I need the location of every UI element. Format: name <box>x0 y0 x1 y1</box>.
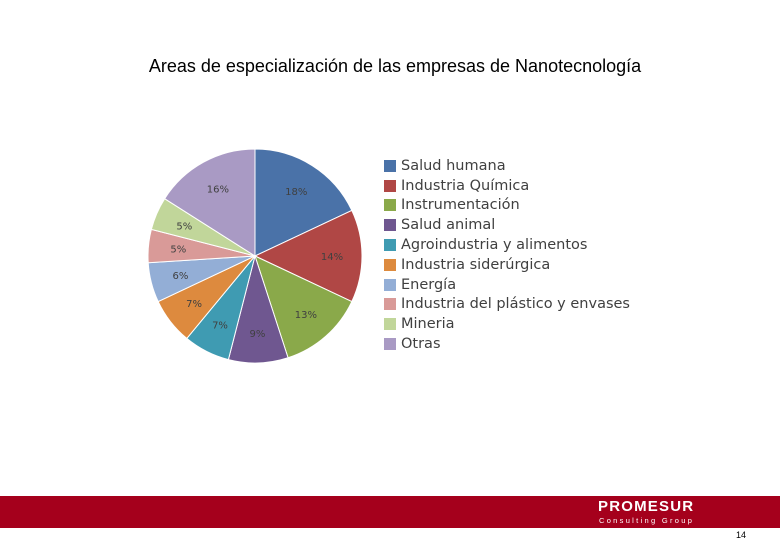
page-number: 14 <box>736 530 747 540</box>
legend-label: Instrumentación <box>401 197 520 214</box>
chart-title: Areas de especialización de las empresas… <box>148 56 642 76</box>
legend-swatch <box>384 338 396 351</box>
legend-item: Salud humana <box>384 156 630 176</box>
legend-item: Industria del plástico y envases <box>384 295 630 315</box>
pie-slice <box>253 209 363 303</box>
legend-swatch <box>384 219 396 232</box>
legend-label: Industria siderúrgica <box>401 256 551 273</box>
legend-swatch <box>384 318 396 331</box>
legend-swatch <box>384 159 396 172</box>
pie-slice <box>254 255 353 359</box>
legend-label: Industria Química <box>401 177 530 194</box>
legend-item: Instrumentación <box>384 196 630 216</box>
legend-label: Otras <box>401 336 441 353</box>
legend-swatch <box>384 199 396 212</box>
slice-data-label: 9% <box>249 329 265 340</box>
legend-label: Agroindustria y alimentos <box>401 237 588 254</box>
slice-data-label: 7% <box>212 321 228 332</box>
legend-label: Salud humana <box>401 157 506 174</box>
legend-swatch <box>384 278 396 291</box>
legend-item: Industria siderúrgica <box>384 255 630 275</box>
slice-data-label: 16% <box>207 185 229 196</box>
logo-text: PROMESUR <box>598 498 695 515</box>
logo-subtext: Consulting Group <box>599 516 695 525</box>
legend-label: Energía <box>401 276 457 293</box>
slice-data-label: 18% <box>285 187 307 198</box>
pie-slice <box>254 148 353 257</box>
legend-item: Agroindustria y alimentos <box>384 235 630 255</box>
legend-item: Salud animal <box>384 215 630 235</box>
legend-label: Industria del plástico y envases <box>401 296 630 313</box>
slice-data-label: 6% <box>172 271 188 282</box>
legend-label: Salud animal <box>401 217 496 234</box>
promesur-logo: PROMESUR Consulting Group <box>598 497 728 528</box>
pie-slice <box>163 148 256 257</box>
slice-data-label: 5% <box>176 221 192 232</box>
legend-swatch <box>384 239 396 252</box>
legend-label: Mineria <box>401 316 455 333</box>
slice-data-label: 7% <box>186 299 202 310</box>
legend-item: Energía <box>384 275 630 295</box>
slice-data-label: 5% <box>170 245 186 256</box>
legend-swatch <box>384 258 396 271</box>
legend-swatch <box>384 179 396 192</box>
chart-legend: Salud humana Industria Química Instrumenta… <box>384 156 630 354</box>
legend-item: Otras <box>384 334 630 354</box>
slice-data-label: 13% <box>295 310 317 321</box>
legend-swatch <box>384 298 396 311</box>
legend-item: Mineria <box>384 314 630 334</box>
slice-data-label: 14% <box>321 252 343 263</box>
footer-bar <box>0 496 780 528</box>
legend-item: Industria Química <box>384 176 630 196</box>
